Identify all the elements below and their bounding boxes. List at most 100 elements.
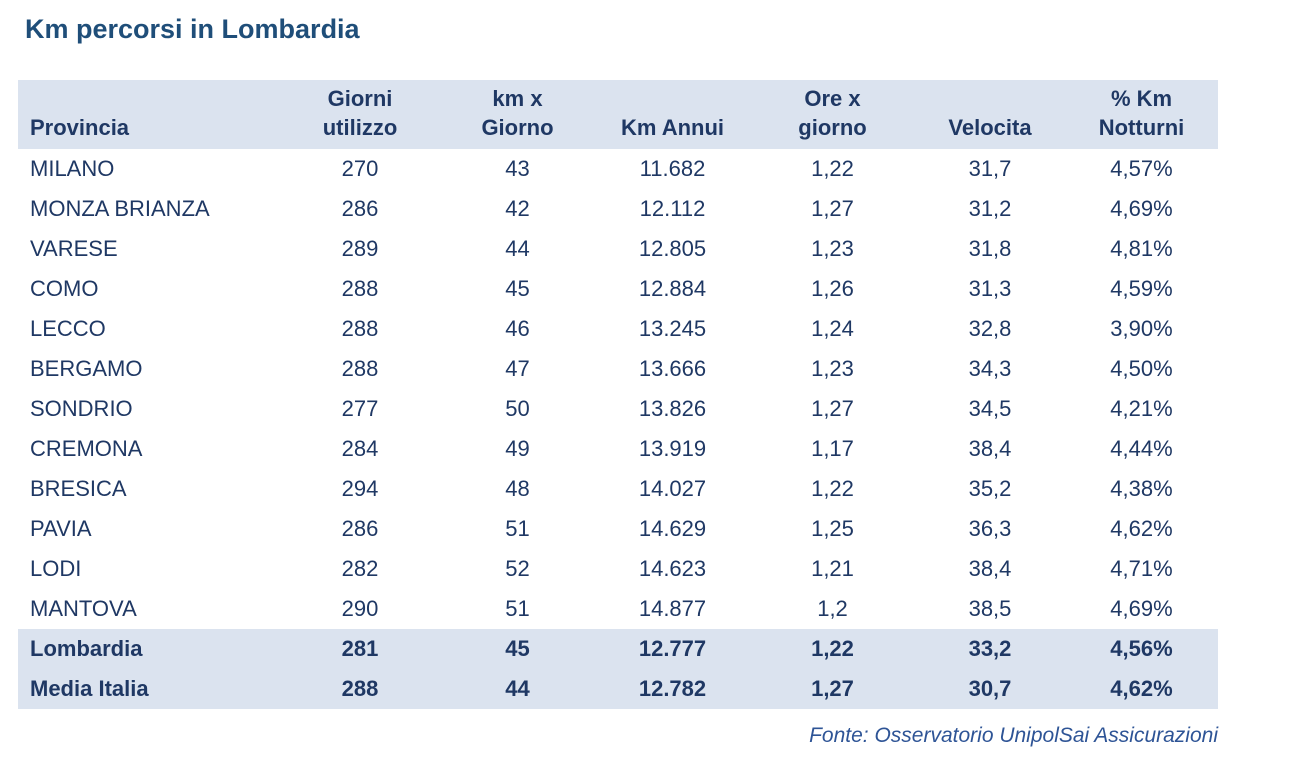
value-cell: 1,26	[811, 276, 854, 301]
value-cell: 44	[440, 669, 595, 709]
province-cell: MILANO	[30, 156, 115, 181]
value-cell: 4,21%	[1110, 396, 1173, 421]
value-cell: 4,81%	[1110, 236, 1173, 261]
value-cell: 286	[341, 516, 379, 541]
province-cell: MANTOVA	[30, 596, 137, 621]
value-cell: 277	[341, 396, 379, 421]
value-cell: 288	[341, 276, 379, 301]
value-cell: 30,7	[915, 669, 1065, 709]
value-cell: 1,22	[750, 629, 915, 669]
value-cell: 1,23	[811, 236, 854, 261]
value-cell: 4,56%	[1065, 629, 1218, 669]
value-cell: 34,3	[968, 356, 1012, 381]
value-cell: 1,23	[811, 356, 854, 381]
province-cell: LECCO	[30, 316, 106, 341]
province-cell: BRESICA	[30, 476, 127, 501]
header-row: Provincia Giorni utilizzo km x Giorno Km An…	[18, 80, 1218, 149]
value-cell: 4,50%	[1110, 356, 1173, 381]
value-cell: 13.245	[638, 316, 707, 341]
table-body: MILANO 270 43 11.682 1,22 31,7 4,57% MONZA BRIA…	[18, 149, 1218, 709]
value-cell: 32,8	[968, 316, 1012, 341]
column-header-0: Provincia	[18, 80, 280, 149]
page-title: Km percorsi in Lombardia	[25, 14, 360, 44]
value-cell: 12.112	[639, 196, 706, 221]
value-cell: 4,38%	[1110, 476, 1173, 501]
value-cell: 31,8	[968, 236, 1012, 261]
value-cell: 4,69%	[1110, 196, 1173, 221]
province-cell: MONZA BRIANZA	[30, 196, 210, 221]
column-header-1: Giorni utilizzo	[280, 80, 440, 149]
value-cell: 4,62%	[1110, 516, 1173, 541]
table-row: VARESE 289 44 12.805 1,23 31,8 4,81%	[18, 229, 1218, 269]
value-cell: 1,17	[811, 436, 854, 461]
value-cell: 12.777	[595, 629, 750, 669]
summary-row: Media Italia 288 44 12.782 1,27 30,7 4,62%	[18, 669, 1218, 709]
value-cell: 31,2	[968, 196, 1012, 221]
value-cell: 289	[341, 236, 379, 261]
value-cell: 45	[440, 629, 595, 669]
value-cell: 4,71%	[1110, 556, 1173, 581]
value-cell: 14.877	[638, 596, 707, 621]
summary-row: Lombardia 281 45 12.777 1,22 33,2 4,56%	[18, 629, 1218, 669]
km-percorsi-table: Provincia Giorni utilizzo km x Giorno Km An…	[18, 80, 1218, 709]
column-header-5: Velocita	[915, 80, 1065, 149]
value-cell: 1,27	[811, 396, 854, 421]
table-row: LODI 282 52 14.623 1,21 38,4 4,71%	[18, 549, 1218, 589]
value-cell: 31,3	[968, 276, 1012, 301]
province-cell: SONDRIO	[30, 396, 133, 421]
value-cell: 1,22	[811, 476, 854, 501]
column-header-2: km x Giorno	[440, 80, 595, 149]
value-cell: 46	[505, 316, 530, 341]
value-cell: 14.027	[638, 476, 707, 501]
value-cell: 13.919	[638, 436, 707, 461]
province-cell: LODI	[30, 556, 82, 581]
value-cell: 282	[341, 556, 379, 581]
table-row: MONZA BRIANZA 286 42 12.112 1,27 31,2 4,69%	[18, 189, 1218, 229]
value-cell: 38,4	[968, 556, 1012, 581]
value-cell: 44	[505, 236, 530, 261]
value-cell: 14.629	[638, 516, 707, 541]
value-cell: 3,90%	[1110, 316, 1173, 341]
value-cell: 48	[505, 476, 530, 501]
value-cell: 42	[505, 196, 530, 221]
value-cell: 4,62%	[1065, 669, 1218, 709]
value-cell: 1,25	[811, 516, 854, 541]
value-cell: 14.623	[638, 556, 707, 581]
value-cell: 49	[505, 436, 530, 461]
table-row: BERGAMO 288 47 13.666 1,23 34,3 4,50%	[18, 349, 1218, 389]
value-cell: 286	[341, 196, 379, 221]
value-cell: 38,5	[968, 596, 1012, 621]
province-cell: BERGAMO	[30, 356, 143, 381]
value-cell: 36,3	[968, 516, 1012, 541]
value-cell: 50	[505, 396, 530, 421]
value-cell: 12.805	[638, 236, 707, 261]
value-cell: 290	[341, 596, 379, 621]
table-row: PAVIA 286 51 14.629 1,25 36,3 4,62%	[18, 509, 1218, 549]
table-row: MANTOVA 290 51 14.877 1,2 38,5 4,69%	[18, 589, 1218, 629]
table-row: LECCO 288 46 13.245 1,24 32,8 3,90%	[18, 309, 1218, 349]
value-cell: 13.666	[638, 356, 707, 381]
value-cell: 52	[505, 556, 530, 581]
value-cell: 51	[505, 516, 530, 541]
table-row: COMO 288 45 12.884 1,26 31,3 4,59%	[18, 269, 1218, 309]
value-cell: 1,21	[811, 556, 854, 581]
value-cell: 1,22	[811, 156, 854, 181]
province-cell: VARESE	[30, 236, 118, 261]
table-row: BRESICA 294 48 14.027 1,22 35,2 4,38%	[18, 469, 1218, 509]
column-header-3: Km Annui	[595, 80, 750, 149]
value-cell: 47	[505, 356, 530, 381]
value-cell: 38,4	[968, 436, 1012, 461]
value-cell: 4,44%	[1110, 436, 1173, 461]
value-cell: 13.826	[638, 396, 707, 421]
province-cell: CREMONA	[30, 436, 143, 461]
column-header-4: Ore x giorno	[750, 80, 915, 149]
value-cell: 1,27	[750, 669, 915, 709]
value-cell: 270	[341, 156, 379, 181]
province-cell: Media Italia	[18, 669, 280, 709]
value-cell: 288	[280, 669, 440, 709]
value-cell: 1,24	[811, 316, 854, 341]
table-row: MILANO 270 43 11.682 1,22 31,7 4,57%	[18, 149, 1218, 189]
value-cell: 281	[280, 629, 440, 669]
value-cell: 35,2	[968, 476, 1012, 501]
